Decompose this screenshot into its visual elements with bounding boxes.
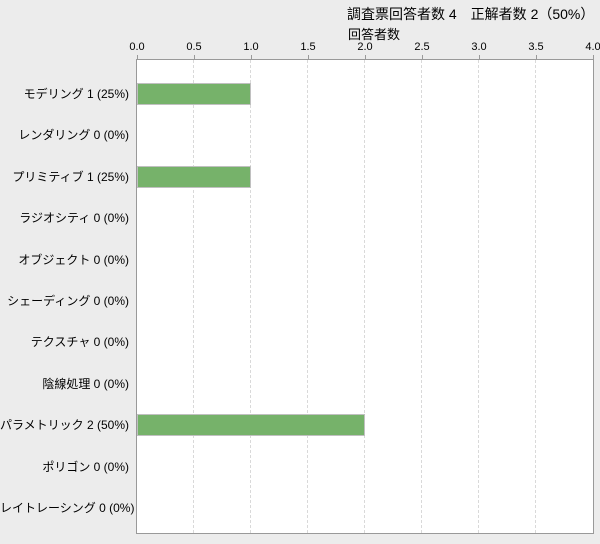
- x-tick-label: 2.5: [414, 41, 430, 53]
- x-tick-label: 1.0: [243, 41, 259, 53]
- x-tick-label: 3.5: [528, 41, 544, 53]
- category-label: パラメトリック 2 (50%): [0, 418, 129, 433]
- x-tick-label: 0.0: [129, 41, 145, 53]
- x-tick-label: 4.0: [585, 41, 600, 53]
- x-tick-mark: [251, 55, 252, 59]
- x-tick-mark: [422, 55, 423, 59]
- bar: [137, 83, 251, 105]
- category-label: レンダリング 0 (0%): [18, 128, 129, 143]
- x-tick-label: 0.5: [186, 41, 202, 53]
- x-tick-mark: [194, 55, 195, 59]
- grid-line: [478, 60, 479, 533]
- x-tick-mark: [479, 55, 480, 59]
- plot-area: [136, 59, 594, 534]
- x-tick-label: 3.0: [471, 41, 487, 53]
- category-label: プリミティブ 1 (25%): [12, 169, 129, 184]
- grid-line: [535, 60, 536, 533]
- x-tick-mark: [137, 55, 138, 59]
- category-label: レイトレーシング 0 (0%): [0, 501, 135, 515]
- category-label: シェーディング 0 (0%): [7, 294, 129, 308]
- x-axis-title: 回答者数: [348, 27, 401, 42]
- bar: [137, 165, 251, 188]
- grid-line: [193, 60, 194, 533]
- x-tick-mark: [536, 55, 537, 59]
- x-tick-mark: [365, 55, 366, 59]
- category-label: 陰線処理 0 (0%): [42, 376, 129, 391]
- grid-line: [364, 60, 365, 533]
- chart-title: 調査票回答者数 4 正解者数 2（50%）: [347, 6, 595, 22]
- category-label: ポリゴン 0 (0%): [42, 459, 129, 474]
- x-tick-mark: [593, 55, 594, 59]
- grid-line: [250, 60, 251, 533]
- grid-line: [307, 60, 308, 533]
- grid-line: [421, 60, 422, 533]
- category-label: ラジオシティ 0 (0%): [19, 211, 129, 226]
- category-label: オブジェクト 0 (0%): [18, 252, 129, 267]
- x-tick-label: 1.5: [300, 41, 316, 53]
- bar: [137, 414, 365, 437]
- x-tick-mark: [308, 55, 309, 59]
- category-label: テクスチャ 0 (0%): [30, 335, 129, 350]
- category-label: モデリング 1 (25%): [23, 87, 129, 101]
- x-tick-label: 2.0: [357, 41, 373, 53]
